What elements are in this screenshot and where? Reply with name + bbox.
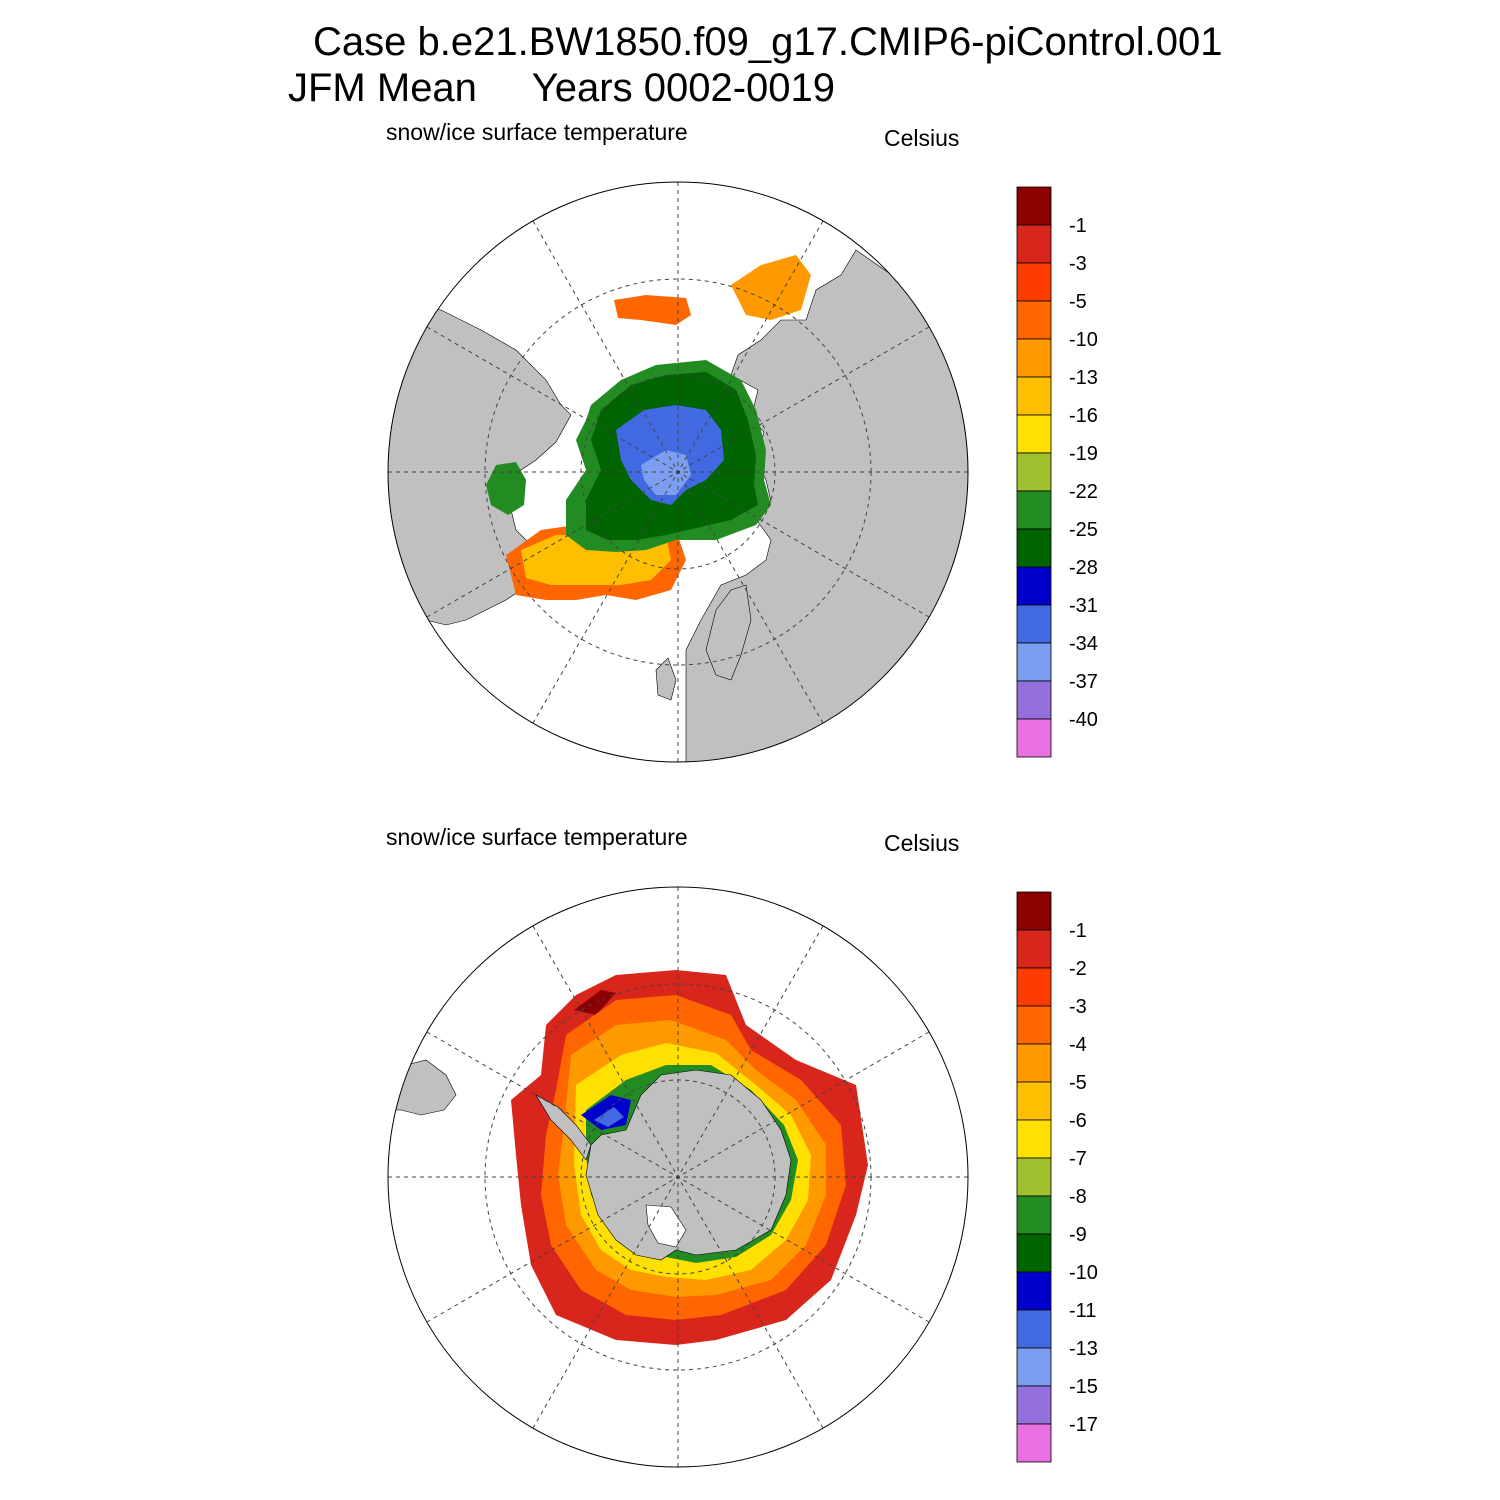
colorbar-tick-label: -7 bbox=[1069, 1148, 1087, 1170]
colorbar-tick-label: -2 bbox=[1069, 958, 1087, 980]
colorbar-swatch bbox=[1016, 1385, 1052, 1425]
colorbar-swatch bbox=[1016, 338, 1052, 378]
colorbar-swatch bbox=[1016, 1233, 1052, 1273]
colorbar-swatch bbox=[1016, 1119, 1052, 1159]
colorbar-tick-label: -16 bbox=[1069, 405, 1098, 427]
south-map-border bbox=[387, 886, 969, 1468]
colorbar-tick-label: -13 bbox=[1069, 367, 1098, 389]
colorbar-swatch bbox=[1016, 376, 1052, 416]
colorbar-tick-label: -9 bbox=[1069, 1224, 1087, 1246]
north-polar-map bbox=[387, 181, 969, 763]
colorbar-swatch bbox=[1016, 186, 1052, 226]
south-units-label: Celsius bbox=[884, 830, 960, 856]
colorbar-swatch bbox=[1016, 1157, 1052, 1197]
north-ice-bering bbox=[614, 295, 691, 325]
colorbar-tick-label: -1 bbox=[1069, 215, 1087, 237]
south-colorbar: -1 -2 -3 -4 -5 -6 -7 -8 -9 -10 -11 -13 -15 -17 bbox=[1016, 891, 1098, 1463]
colorbar-tick-label: -19 bbox=[1069, 443, 1098, 465]
colorbar-tick-label: -31 bbox=[1069, 595, 1098, 617]
north-ice-okhotsk bbox=[731, 255, 811, 320]
colorbar-swatch bbox=[1016, 490, 1052, 530]
north-land-scandinavia bbox=[705, 584, 752, 681]
colorbar-swatch bbox=[1016, 300, 1052, 340]
colorbar-tick-label: -10 bbox=[1069, 1262, 1098, 1284]
colorbar-tick-label: -40 bbox=[1069, 709, 1098, 731]
colorbar-swatch bbox=[1016, 967, 1052, 1007]
figure-title-period: JFM Mean Years 0002-0019 bbox=[288, 66, 835, 110]
south-ice-shelf bbox=[645, 1204, 687, 1248]
colorbar-swatch bbox=[1016, 1271, 1052, 1311]
south-land-peninsula bbox=[535, 1094, 592, 1161]
colorbar-tick-label: -13 bbox=[1069, 1338, 1098, 1360]
colorbar-swatch bbox=[1016, 718, 1052, 758]
colorbar-swatch bbox=[1016, 528, 1052, 568]
colorbar-swatch bbox=[1016, 1005, 1052, 1045]
figure-title-case: Case b.e21.BW1850.f09_g17.CMIP6-piContro… bbox=[313, 20, 1223, 64]
colorbar-tick-label: -6 bbox=[1069, 1110, 1087, 1132]
north-graticule bbox=[388, 182, 968, 762]
colorbar-tick-label: -8 bbox=[1069, 1186, 1087, 1208]
colorbar-swatch bbox=[1016, 262, 1052, 302]
colorbar-swatch bbox=[1016, 1423, 1052, 1463]
south-polar-map bbox=[387, 886, 969, 1468]
colorbar-tick-label: -11 bbox=[1069, 1300, 1096, 1322]
colorbar-swatch bbox=[1016, 566, 1052, 606]
south-ice-weddell-royal bbox=[594, 1107, 624, 1127]
colorbar-swatch bbox=[1016, 604, 1052, 644]
north-ice-hudson bbox=[486, 462, 526, 515]
colorbar-tick-label: -17 bbox=[1069, 1414, 1098, 1436]
colorbar-swatch bbox=[1016, 1195, 1052, 1235]
north-units-label: Celsius bbox=[884, 125, 960, 151]
colorbar-swatch bbox=[1016, 452, 1052, 492]
south-variable-label: snow/ice surface temperature bbox=[386, 824, 688, 850]
north-variable-label: snow/ice surface temperature bbox=[386, 119, 688, 145]
colorbar-swatch bbox=[1016, 929, 1052, 969]
north-map-border bbox=[387, 181, 969, 763]
colorbar-swatch bbox=[1016, 1309, 1052, 1349]
colorbar-tick-label: -1 bbox=[1069, 920, 1087, 942]
colorbar-tick-label: -28 bbox=[1069, 557, 1098, 579]
south-ice-ring-deep bbox=[574, 990, 616, 1015]
north-colorbar: -1 -3 -5 -10 -13 -16 -19 -22 -25 -28 -31 -34 -37 -40 bbox=[1016, 186, 1098, 758]
colorbar-tick-label: -10 bbox=[1069, 329, 1098, 351]
colorbar-tick-label: -3 bbox=[1069, 996, 1087, 1018]
colorbar-tick-label: -3 bbox=[1069, 253, 1087, 275]
colorbar-swatch bbox=[1016, 891, 1052, 931]
colorbar-swatch bbox=[1016, 642, 1052, 682]
colorbar-tick-label: -37 bbox=[1069, 671, 1098, 693]
colorbar-swatch bbox=[1016, 224, 1052, 264]
south-graticule bbox=[388, 887, 968, 1467]
north-ice-lightblue bbox=[641, 450, 691, 495]
colorbar-swatch bbox=[1016, 1347, 1052, 1387]
colorbar-tick-label: -4 bbox=[1069, 1034, 1087, 1056]
colorbar-swatch bbox=[1016, 414, 1052, 454]
colorbar-tick-label: -25 bbox=[1069, 519, 1098, 541]
colorbar-swatch bbox=[1016, 680, 1052, 720]
colorbar-tick-label: -5 bbox=[1069, 291, 1087, 313]
colorbar-tick-label: -34 bbox=[1069, 633, 1098, 655]
colorbar-swatch bbox=[1016, 1081, 1052, 1121]
colorbar-tick-label: -15 bbox=[1069, 1376, 1098, 1398]
colorbar-tick-label: -22 bbox=[1069, 481, 1098, 503]
colorbar-swatch bbox=[1016, 1043, 1052, 1083]
north-land-britain bbox=[655, 657, 677, 701]
colorbar-tick-label: -5 bbox=[1069, 1072, 1087, 1094]
